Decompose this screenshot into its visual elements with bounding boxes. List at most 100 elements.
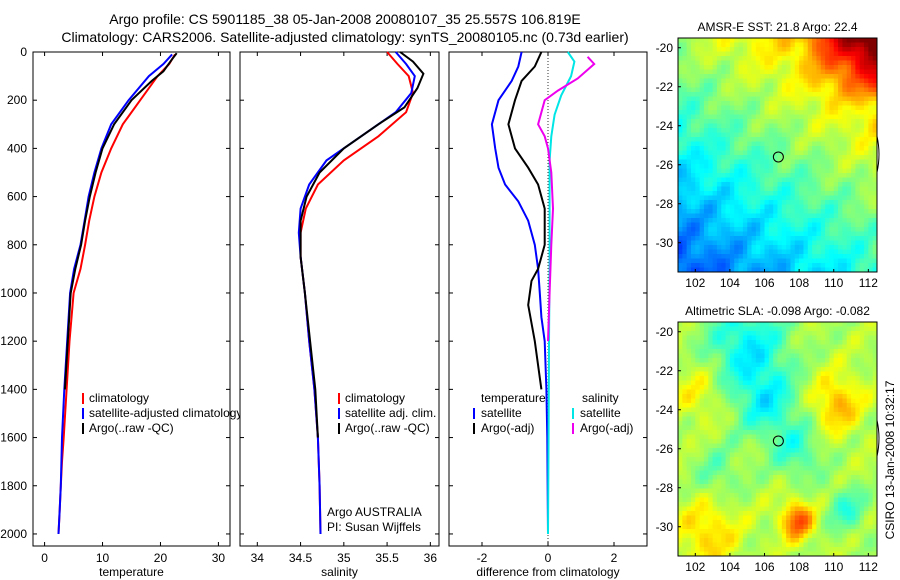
heatmap-cell: [703, 213, 709, 219]
heatmap-cell: [816, 452, 822, 458]
heatmap-cell: [859, 515, 865, 521]
heatmap-cell: [729, 497, 735, 503]
heatmap-cell: [859, 380, 865, 386]
heatmap-cell: [872, 448, 878, 453]
heatmap-cell: [755, 38, 761, 43]
heatmap-cell: [695, 547, 701, 552]
heatmap-cell: [690, 533, 696, 539]
heatmap-cell: [790, 56, 796, 61]
heatmap-cell: [825, 51, 830, 57]
heatmap-cell: [773, 533, 778, 539]
heatmap-cell: [773, 349, 778, 354]
heatmap-cell: [799, 349, 804, 354]
heatmap-cell: [764, 137, 770, 142]
heatmap-cell: [729, 452, 735, 458]
heatmap-cell: [703, 376, 709, 381]
heatmap-cell: [846, 430, 852, 435]
heatmap-cell: [682, 227, 688, 232]
heatmap-cell: [768, 236, 774, 241]
heatmap-cell: [716, 155, 722, 160]
heatmap-cell: [751, 132, 757, 138]
heatmap-cell: [764, 362, 770, 368]
heatmap-cell: [777, 493, 783, 498]
heatmap-cell: [682, 340, 688, 345]
heatmap-cell: [816, 258, 822, 264]
heatmap-cell: [678, 263, 683, 268]
heatmap-cell: [816, 164, 822, 169]
heatmap-cell: [790, 83, 796, 88]
heatmap-cell: [868, 56, 874, 61]
heatmap-cell: [842, 430, 848, 435]
heatmap-cell: [851, 254, 856, 259]
heatmap-cell: [838, 227, 843, 232]
heatmap-cell: [695, 443, 701, 449]
heatmap-cell: [768, 56, 774, 61]
heatmap-cell: [716, 488, 722, 494]
heatmap-cell: [803, 101, 809, 106]
heatmap-cell: [678, 155, 683, 160]
heatmap-cell: [868, 358, 874, 363]
heatmap-cell: [799, 376, 804, 381]
heatmap-cell: [812, 488, 817, 494]
heatmap-cell: [738, 394, 744, 399]
heatmap-cell: [794, 457, 800, 462]
heatmap-cell: [725, 538, 731, 543]
heatmap-cell: [716, 92, 722, 97]
heatmap-cell: [708, 83, 714, 88]
heatmap-cell: [846, 511, 852, 516]
heatmap-cell: [864, 231, 869, 237]
heatmap-cell: [699, 213, 705, 219]
heatmap-cell: [842, 520, 848, 525]
heatmap-cell: [872, 96, 878, 102]
heatmap-cell: [790, 425, 796, 431]
heatmap-cell: [725, 322, 731, 327]
heatmap-cell: [851, 69, 856, 75]
heatmap-cell: [859, 78, 865, 84]
heatmap-cell: [816, 533, 822, 539]
x-tick-label: 110: [824, 560, 843, 574]
heatmap-cell: [777, 362, 783, 368]
heatmap-cell: [807, 538, 813, 543]
heatmap-cell: [695, 231, 701, 237]
heatmap-cell: [838, 105, 843, 111]
heatmap-cell: [803, 353, 809, 359]
heatmap-cell: [738, 213, 744, 219]
heatmap-cell: [816, 186, 822, 192]
heatmap-cell: [851, 385, 856, 390]
heatmap-cell: [842, 222, 848, 228]
heatmap-cell: [803, 475, 809, 480]
heatmap-cell: [859, 195, 865, 201]
heatmap-cell: [842, 110, 848, 115]
heatmap-cell: [747, 263, 752, 268]
heatmap-cell: [794, 146, 800, 151]
heatmap-cell: [868, 430, 874, 435]
heatmap-cell: [820, 38, 826, 43]
heatmap-cell: [712, 394, 718, 399]
heatmap-cell: [859, 538, 865, 543]
heatmap-cell: [742, 385, 748, 390]
heatmap-cell: [682, 159, 688, 165]
heatmap-cell: [781, 344, 787, 350]
heatmap-cell: [842, 150, 848, 156]
heatmap-cell: [721, 218, 726, 223]
heatmap-cell: [777, 240, 783, 246]
heatmap-cell: [751, 488, 757, 494]
heatmap-cell: [825, 524, 830, 530]
heatmap-cell: [833, 119, 839, 124]
heatmap-cell: [721, 159, 726, 165]
heatmap-cell: [729, 47, 735, 52]
heatmap-cell: [816, 83, 822, 88]
heatmap-cell: [686, 475, 692, 480]
heatmap-cell: [747, 150, 752, 156]
heatmap-cell: [686, 515, 692, 521]
heatmap-cell: [773, 182, 778, 187]
heatmap-cell: [816, 511, 822, 516]
heatmap-cell: [786, 159, 791, 165]
heatmap-cell: [703, 78, 709, 84]
heatmap-cell: [820, 389, 826, 395]
heatmap-cell: [864, 204, 869, 210]
heatmap-cell: [721, 376, 726, 381]
heatmap-cell: [708, 484, 714, 489]
heatmap-cell: [846, 56, 852, 61]
heatmap-cell: [777, 448, 783, 453]
